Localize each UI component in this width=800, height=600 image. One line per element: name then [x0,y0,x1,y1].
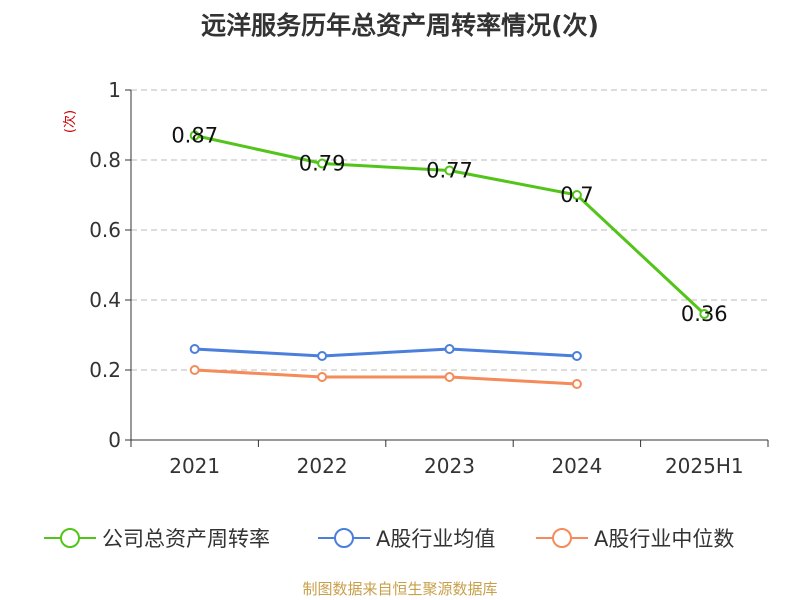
data-label: 0.87 [171,124,218,148]
series-industry-average-point [571,351,582,361]
x-tick-label: 2021 [169,454,220,478]
x-tick-label: 2025H1 [665,454,744,478]
series-industry-average-line [194,347,577,358]
legend-item-industry-average[interactable]: A股行业均值 [318,520,495,556]
line-chart: 0 0.2 0.4 0.6 0.8 1 2021 2022 2023 2024 2025H1 0.87… [89,78,769,478]
data-label: 0.36 [681,302,728,326]
series-industry-average-point [444,344,455,354]
y-tick-label: 1 [108,78,121,102]
data-label: 0.77 [426,159,473,183]
y-tick-label: 0.2 [89,358,121,382]
series-industry-median-point [444,372,455,382]
x-tick-label: 2024 [551,454,602,478]
series-industry-median-point [189,365,200,375]
legend-item-industry-median[interactable]: A股行业中位数 [536,520,734,556]
circle-line-icon [318,528,370,548]
legend-label-industry-average: A股行业均值 [376,527,496,551]
legend-label-industry-median: A股行业中位数 [594,527,735,551]
x-tick-label: 2023 [424,454,475,478]
series-industry-average-point [189,344,200,354]
series-company-point [189,130,200,141]
series-company-point [444,165,455,176]
series-company-point [699,309,710,319]
data-label: 0.7 [560,183,593,207]
chart-title: 远洋服务历年总资产周转率情况(次) [201,11,599,40]
y-tick-label: 0.6 [89,218,121,242]
legend-item-company[interactable]: 公司总资产周转率 [44,520,270,556]
legend: 公司总资产周转率 A股行业均值 A股行业中位数 [0,520,800,556]
series-industry-median-point [571,379,582,389]
y-tick-label: 0.8 [89,148,121,172]
series-industry-median-point [317,372,328,382]
circle-line-icon [536,528,588,548]
series-company-point [317,158,328,169]
data-source-note: 制图数据来自恒生聚源数据库 [302,580,498,598]
x-tick-label: 2022 [297,454,348,478]
series-industry-median-line [194,368,577,386]
y-tick-label: 0.4 [89,288,121,312]
data-label: 0.79 [299,152,346,176]
y-tick-label: 0 [108,428,121,452]
legend-label-company: 公司总资产周转率 [102,527,270,551]
circle-line-icon [44,528,96,548]
series-industry-average-point [317,351,328,361]
series-company-point [571,190,582,200]
